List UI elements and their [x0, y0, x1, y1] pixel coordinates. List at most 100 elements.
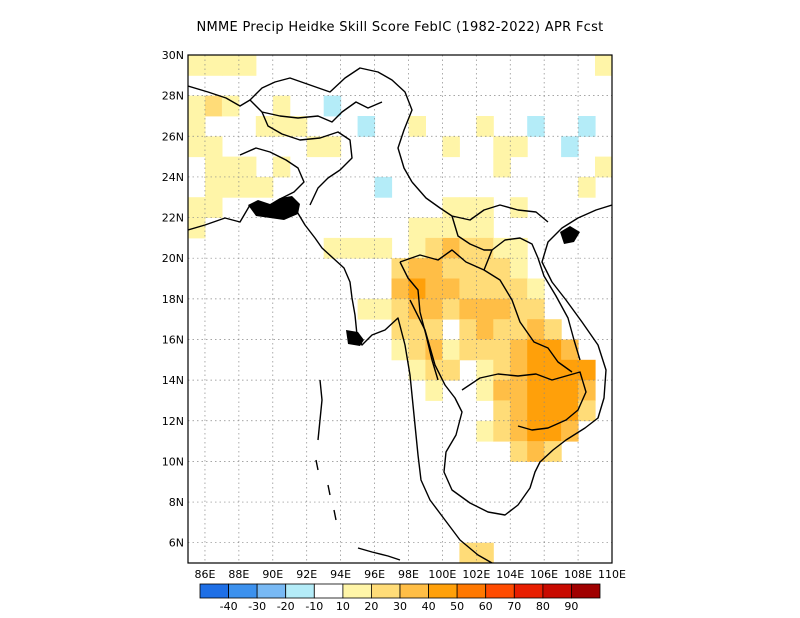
heatmap-cell	[408, 217, 426, 239]
colorbar-swatch	[313, 583, 344, 599]
x-tick-label: 110E	[598, 568, 626, 581]
heatmap-cell	[476, 420, 494, 442]
heatmap-cell	[493, 278, 511, 300]
heatmap-cell	[510, 258, 528, 279]
y-tick-label: 24N	[162, 171, 184, 184]
colorbar-label: 90	[564, 600, 578, 613]
heatmap-cell	[238, 176, 257, 198]
heatmap-cell	[476, 542, 494, 563]
heatmap-cell	[578, 116, 596, 137]
heatmap-cells	[188, 55, 612, 563]
heatmap-cell	[442, 136, 460, 158]
x-tick-label: 90E	[262, 568, 283, 581]
x-tick-label: 106E	[530, 568, 558, 581]
heatmap-cell	[459, 298, 477, 320]
heatmap-cell	[425, 298, 443, 320]
y-tick-label: 12N	[162, 415, 184, 428]
assam-border	[261, 111, 353, 206]
heatmap-cell	[408, 339, 426, 361]
heatmap-cell	[459, 217, 477, 239]
y-tick-label: 14N	[162, 374, 184, 387]
yunnan-border	[451, 215, 492, 251]
laos-vietnam-border	[483, 237, 581, 361]
sumatra-coast	[357, 547, 401, 561]
heatmap-cell	[221, 176, 240, 198]
heatmap-cell	[493, 319, 511, 340]
y-tick-label: 28N	[162, 90, 184, 103]
chart-title: NMME Precip Heidke Skill Score FebIC (19…	[196, 20, 604, 35]
heatmap-cell	[221, 156, 240, 178]
heatmap-cell	[442, 339, 460, 361]
heatmap-cell	[527, 420, 545, 442]
heatmap-cell	[561, 420, 579, 442]
heatmap-cell	[493, 380, 511, 401]
delta-coastlines	[248, 196, 580, 346]
colorbar: -40 -30 -20 -10 10 20 30 40 50 60 70 80 90	[199, 583, 601, 613]
y-tick-label: 10N	[162, 455, 184, 468]
heatmap-cell	[391, 319, 409, 340]
heatmap-cell	[476, 319, 494, 340]
heatmap-cell	[476, 298, 494, 320]
heatmap-cell	[493, 359, 511, 381]
x-tick-label: 94E	[330, 568, 351, 581]
heatmap-cell	[374, 298, 393, 320]
heatmap-cell	[425, 278, 443, 300]
heatmap-cell	[408, 258, 426, 279]
y-tick-label: 16N	[162, 333, 184, 346]
heatmap-cell	[323, 95, 342, 117]
heatmap-cell	[357, 298, 376, 320]
bangladesh-border	[239, 147, 305, 199]
heatmap-cell	[510, 339, 528, 361]
heatmap-cell	[188, 116, 206, 137]
heatmap-cell	[442, 258, 460, 279]
heatmap-cell	[205, 197, 223, 218]
heatmap-cell	[527, 116, 545, 137]
heatmap-cell	[425, 237, 443, 259]
heatmap-cell	[391, 278, 409, 300]
x-tick-label: 108E	[564, 568, 592, 581]
heatmap-cell	[510, 278, 528, 300]
heatmap-cell	[476, 217, 494, 239]
heatmap-cell	[527, 319, 545, 340]
y-tick-label: 6N	[169, 537, 184, 550]
colorbar-label: 40	[422, 600, 436, 613]
heatmap-cell	[408, 298, 426, 320]
heatmap-cell	[205, 95, 223, 117]
heatmap-cell	[527, 441, 545, 462]
heatmap-cell	[289, 116, 308, 137]
heatmap-cell	[425, 380, 443, 401]
colorbar-swatch	[256, 583, 287, 599]
colorbar-label: 50	[450, 600, 464, 613]
heatmap-cell	[493, 258, 511, 279]
colorbar-swatch	[542, 583, 572, 599]
heatmap-cell	[425, 217, 443, 239]
heatmap-cell	[476, 339, 494, 361]
x-tick-label: 92E	[296, 568, 317, 581]
heatmap-cell	[442, 298, 460, 320]
gridlines	[188, 55, 612, 563]
heatmap-cell	[221, 95, 240, 117]
heatmap-cell	[510, 136, 528, 158]
heatmap-cell	[357, 116, 376, 137]
heatmap-cell	[544, 380, 562, 401]
colorbar-swatch	[571, 583, 601, 599]
colorbar-label: 70	[507, 600, 521, 613]
colorbar-swatch	[342, 583, 372, 599]
heatmap-cell	[493, 339, 511, 361]
heatmap-cell	[561, 339, 579, 361]
east-coastline	[409, 204, 612, 516]
heatmap-cell	[459, 542, 477, 563]
heatmap-cell	[578, 380, 596, 401]
heatmap-cell	[459, 339, 477, 361]
heatmap-cell	[188, 136, 206, 158]
thailand-laos-border	[399, 249, 573, 373]
heatmap-cell	[374, 176, 393, 198]
heatmap-cell	[510, 298, 528, 320]
heatmap-cell	[272, 156, 291, 178]
thailand-myanmar-border	[399, 261, 439, 381]
colorbar-label: 30	[393, 600, 407, 613]
heatmap-cell	[408, 359, 426, 381]
y-tick-label: 30N	[162, 49, 184, 62]
heatmap-cell	[188, 55, 206, 76]
heatmap-cell	[493, 237, 511, 259]
